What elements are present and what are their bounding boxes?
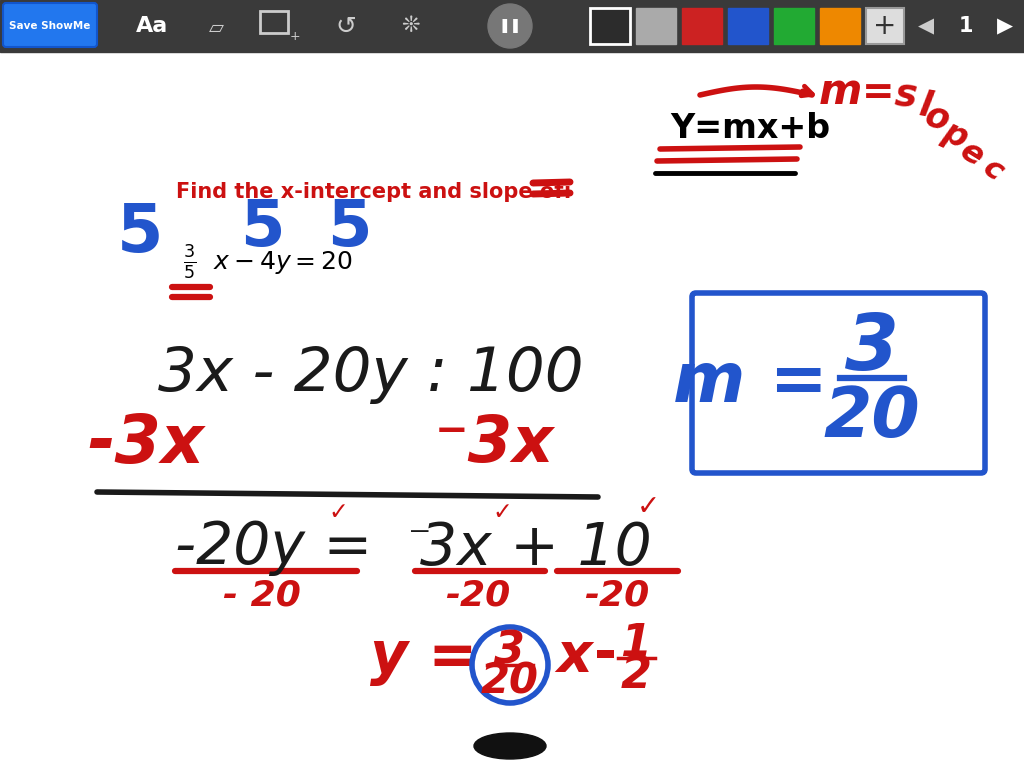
- Text: $x - 4y = 20$: $x - 4y = 20$: [213, 249, 352, 276]
- Text: ↺: ↺: [336, 15, 356, 39]
- Text: -20: -20: [445, 579, 511, 613]
- Text: o: o: [921, 98, 953, 138]
- Text: 3: 3: [495, 630, 525, 673]
- Text: Find the x-intercept and slope of:: Find the x-intercept and slope of:: [176, 182, 571, 202]
- Text: ✓: ✓: [328, 500, 348, 524]
- Text: 3x - 20y : 100: 3x - 20y : 100: [158, 345, 584, 403]
- Text: m =: m =: [673, 349, 827, 416]
- Text: -3x: -3x: [87, 411, 204, 477]
- Text: ◀: ◀: [918, 16, 934, 36]
- Text: 5: 5: [240, 197, 285, 259]
- Text: x: x: [556, 630, 592, 684]
- Text: ✓: ✓: [493, 500, 512, 524]
- Text: Y=mx+b: Y=mx+b: [670, 111, 830, 144]
- FancyBboxPatch shape: [3, 3, 97, 47]
- Text: ▶: ▶: [997, 16, 1013, 36]
- Text: $\frac{3}{5}$: $\frac{3}{5}$: [183, 243, 197, 281]
- Text: 5: 5: [117, 200, 163, 266]
- Text: y =: y =: [370, 628, 477, 686]
- Text: l: l: [916, 88, 935, 124]
- Text: 3: 3: [845, 310, 899, 386]
- Text: +: +: [873, 12, 897, 40]
- Text: Save ShowMe: Save ShowMe: [9, 21, 91, 31]
- Text: Aa: Aa: [136, 16, 168, 36]
- Text: -20y =: -20y =: [175, 519, 391, 577]
- Text: +: +: [290, 31, 300, 44]
- Text: - 20: - 20: [223, 579, 301, 613]
- Circle shape: [488, 4, 532, 48]
- Ellipse shape: [474, 733, 546, 759]
- Text: s: s: [893, 78, 919, 116]
- Text: e: e: [954, 136, 989, 174]
- Bar: [636, 8, 676, 44]
- Text: 20: 20: [823, 385, 921, 452]
- Text: c: c: [977, 153, 1009, 187]
- Text: m: m: [818, 71, 861, 113]
- Text: 1: 1: [621, 621, 651, 664]
- Text: 2: 2: [621, 654, 651, 697]
- FancyBboxPatch shape: [692, 293, 985, 473]
- Text: 3x + 10: 3x + 10: [420, 519, 651, 577]
- Text: ✓: ✓: [636, 493, 659, 521]
- Bar: [682, 8, 722, 44]
- Bar: [590, 8, 630, 44]
- Text: 1: 1: [958, 16, 973, 36]
- Text: ❚❚: ❚❚: [499, 19, 521, 33]
- Text: -20: -20: [585, 579, 649, 613]
- Bar: [590, 8, 630, 44]
- Text: p: p: [937, 115, 973, 155]
- Text: 20: 20: [481, 660, 539, 702]
- Bar: [0, 0, 1024, 52]
- Text: ⁻: ⁻: [407, 518, 430, 561]
- Text: 5: 5: [327, 197, 372, 259]
- Bar: [260, 11, 288, 33]
- Text: =: =: [861, 74, 894, 112]
- Bar: [820, 8, 860, 44]
- Text: -: -: [594, 628, 617, 682]
- Bar: [728, 8, 768, 44]
- Bar: [866, 8, 904, 44]
- Text: ▱: ▱: [209, 18, 223, 37]
- Bar: [774, 8, 814, 44]
- Text: ❊: ❊: [400, 16, 419, 36]
- Text: ⁻3x: ⁻3x: [435, 413, 555, 475]
